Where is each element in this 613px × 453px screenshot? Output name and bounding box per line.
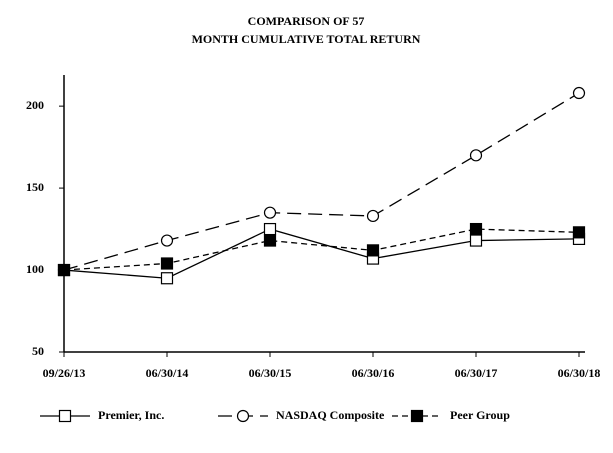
marker bbox=[263, 222, 277, 236]
marker bbox=[366, 244, 380, 257]
marker bbox=[160, 257, 174, 270]
marker bbox=[572, 226, 586, 239]
legend-marker bbox=[410, 409, 424, 423]
marker bbox=[469, 149, 483, 162]
series-line bbox=[63, 228, 580, 271]
legend-label: Premier, Inc. bbox=[98, 408, 164, 422]
legend-marker bbox=[236, 409, 250, 423]
x-tick-label: 09/26/13 bbox=[43, 366, 86, 380]
legend-marker bbox=[58, 409, 72, 423]
marker bbox=[160, 272, 174, 285]
y-tick-label: 100 bbox=[26, 262, 44, 276]
legend-label: Peer Group bbox=[450, 408, 510, 422]
marker bbox=[469, 222, 483, 236]
chart-title: MONTH CUMULATIVE TOTAL RETURN bbox=[192, 32, 421, 46]
y-tick-label: 150 bbox=[26, 180, 44, 194]
y-tick-label: 200 bbox=[26, 98, 44, 112]
marker bbox=[366, 209, 380, 223]
x-tick-label: 06/30/15 bbox=[249, 366, 292, 380]
chart-title: COMPARISON OF 57 bbox=[248, 14, 365, 28]
x-tick-label: 06/30/14 bbox=[146, 366, 189, 380]
x-tick-label: 06/30/17 bbox=[455, 366, 498, 380]
legend-label: NASDAQ Composite bbox=[276, 408, 385, 422]
x-tick-label: 06/30/16 bbox=[352, 366, 395, 380]
series-line bbox=[63, 228, 580, 279]
x-tick-label: 06/30/18 bbox=[558, 366, 601, 380]
marker bbox=[263, 234, 277, 247]
marker bbox=[263, 206, 277, 219]
marker bbox=[160, 234, 174, 247]
series-line bbox=[63, 92, 580, 271]
marker bbox=[469, 234, 483, 247]
marker bbox=[572, 86, 586, 100]
y-tick-label: 50 bbox=[32, 344, 44, 358]
marker bbox=[57, 263, 71, 277]
